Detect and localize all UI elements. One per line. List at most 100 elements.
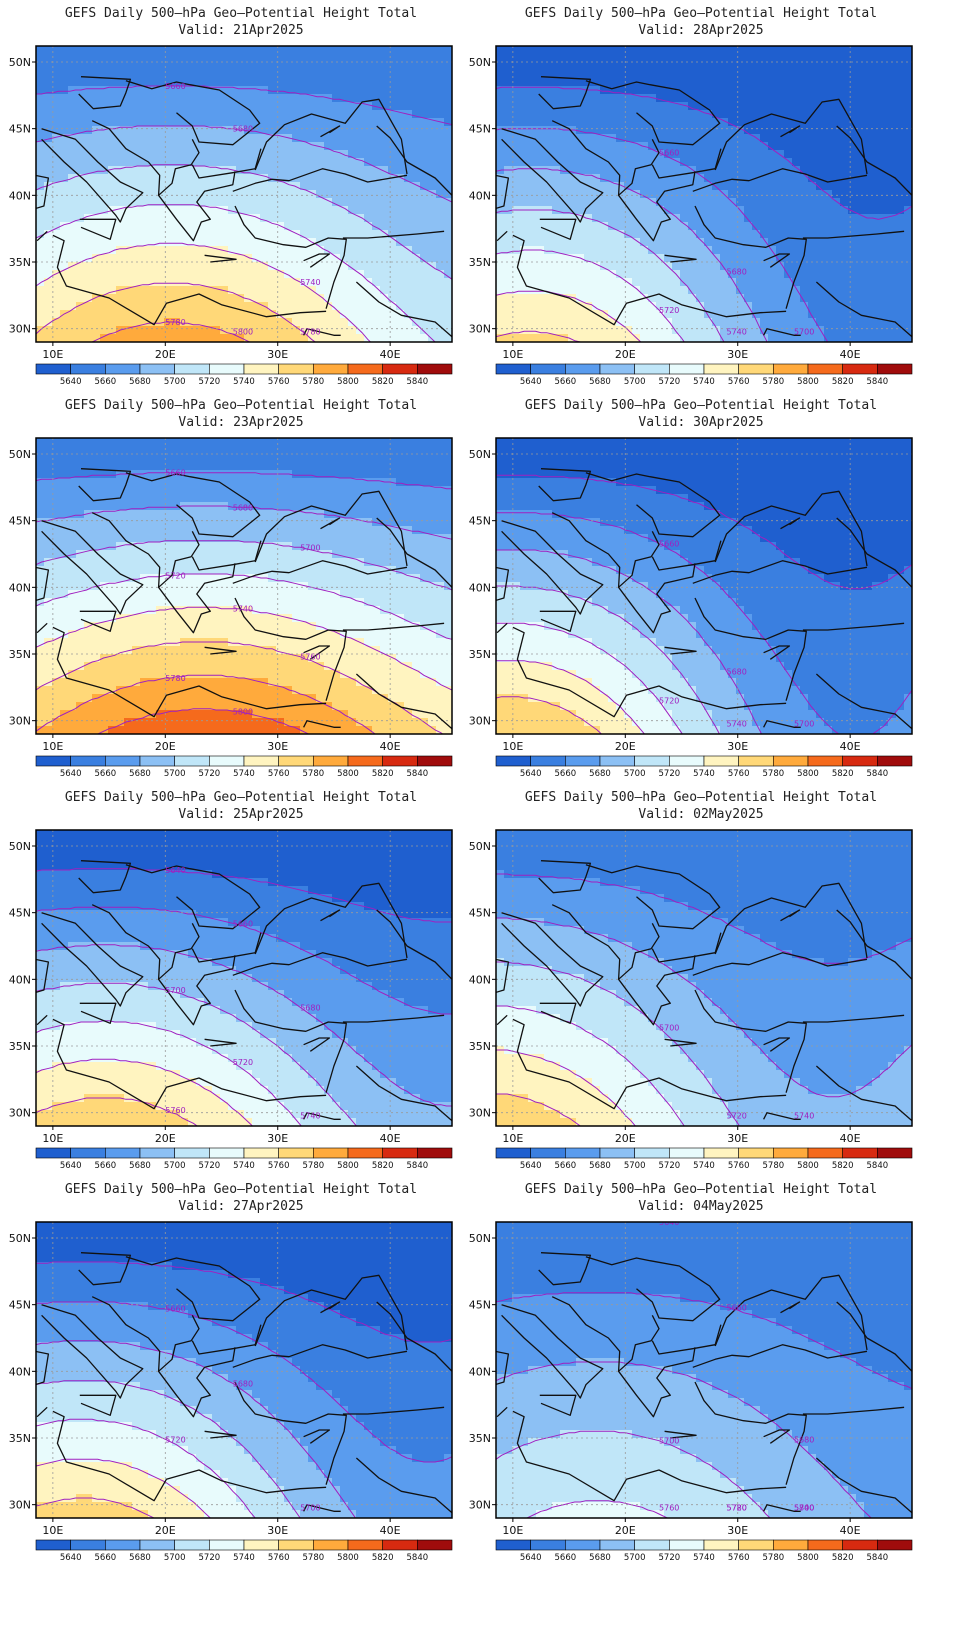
lat-tick-label: 30N: [469, 323, 491, 336]
coastline: [714, 882, 868, 959]
coastline: [36, 230, 48, 242]
contour-label: 5720: [659, 697, 679, 706]
coastline: [303, 1112, 341, 1120]
lon-tick-label: 10E: [42, 1132, 63, 1145]
contour-label: 5660: [165, 82, 185, 91]
coastline: [496, 622, 508, 634]
colorbar-label: 5700: [164, 769, 186, 779]
lon-tick-label: 40E: [380, 348, 401, 361]
coastline: [551, 120, 696, 242]
colorbar-swatch: [243, 363, 279, 375]
contour-label: 5680: [233, 125, 253, 134]
contour-label: 5660: [233, 919, 253, 928]
coastline: [41, 912, 144, 1007]
lat-tick-label: 35N: [9, 1432, 31, 1445]
contour-line: [36, 472, 452, 490]
contour-label: 5720: [165, 1435, 185, 1444]
height-field: 5660 5680 5700 5720 5740 5760 5780 5800: [36, 438, 452, 734]
lon-tick-label: 30E: [267, 740, 288, 753]
lat-tick-label: 35N: [469, 1432, 491, 1445]
colorbar-label: 5720: [199, 1161, 221, 1171]
height-field: 5640 5660 5680 5700 5720 5740 5760 5780 5800: [496, 1218, 912, 1518]
coastline: [664, 646, 697, 655]
contour-label: 5640: [659, 1218, 679, 1227]
coastline: [763, 1037, 791, 1052]
map-canvas: 5700 5720 5740 50N 45N 40N 35N 30N 10E 20E 30E 40E 5…: [469, 829, 913, 1171]
coastline: [692, 952, 868, 976]
map-frame: [495, 45, 913, 343]
colorbar-swatch: [243, 1147, 279, 1159]
coastline: [538, 1252, 592, 1286]
lat-tick-label: 35N: [469, 256, 491, 269]
contour-label: 5720: [233, 1058, 253, 1067]
coastline: [618, 923, 660, 980]
colorbar-label: 5800: [337, 1553, 359, 1563]
lon-tick-label: 40E: [840, 348, 861, 361]
contour-line: [496, 585, 721, 734]
contour-line: [36, 674, 376, 734]
colorbar-swatch: [70, 363, 106, 375]
contour-label: 5740: [794, 1503, 814, 1512]
contour-label: 5780: [300, 327, 320, 336]
coastline: [204, 1430, 237, 1439]
contour-line: [96, 708, 310, 734]
map-canvas: 5640 5660 5680 5700 5720 5740 5760 5780 5800 50N 4…: [469, 1218, 913, 1563]
colorbar-swatch: [530, 755, 566, 767]
contour-line: [36, 1458, 211, 1518]
contour-label: 5760: [659, 1503, 679, 1512]
coastline: [78, 76, 132, 110]
colorbar-label: 5660: [95, 769, 117, 779]
lon-tick-label: 10E: [502, 348, 523, 361]
colorbar-label: 5640: [60, 1161, 82, 1171]
contour-line: [496, 373, 592, 392]
contour-label: 5740: [794, 1111, 814, 1120]
contour-label: 5700: [659, 1437, 679, 1446]
coastline: [320, 1301, 341, 1314]
coastline: [36, 1406, 48, 1418]
coastline: [125, 80, 191, 90]
coastline: [355, 1457, 452, 1514]
coastline: [320, 517, 341, 530]
colorbar-label: 5760: [728, 377, 750, 387]
coastline: [303, 253, 331, 268]
lat-tick-label: 30N: [469, 1107, 491, 1120]
contour-label: 5660: [165, 1305, 185, 1314]
lon-tick-label: 30E: [267, 1524, 288, 1537]
map-frame: [35, 829, 453, 1127]
lon-tick-label: 40E: [840, 1132, 861, 1145]
contour-line: [36, 204, 436, 342]
colorbar-label: 5780: [303, 1553, 325, 1563]
contour-label: 5660: [165, 469, 185, 478]
coastline: [692, 1344, 868, 1368]
contour-label: 5740: [726, 719, 746, 728]
contour-label: 5800: [794, 1503, 814, 1512]
colorbar-label: 5720: [659, 1553, 681, 1563]
colorbar-swatch: [139, 363, 175, 375]
contour-label: 5760: [165, 1106, 185, 1115]
lon-tick-label: 10E: [502, 1132, 523, 1145]
coastline: [232, 1344, 408, 1368]
colorbar-label: 5800: [337, 769, 359, 779]
colorbar-label: 5700: [624, 377, 646, 387]
colorbar-label: 5700: [164, 377, 186, 387]
height-field: 5660 5680 5700 5720 5740: [496, 46, 912, 392]
map-canvas: 5660 5680 5740 5780 5800 5780 50N 45N 40N 35N 30N 1…: [9, 45, 453, 387]
colorbar-swatch: [669, 363, 705, 375]
colorbar-label: 5780: [303, 377, 325, 387]
coastline: [254, 882, 408, 959]
colorbar-label: 5800: [797, 769, 819, 779]
coastline: [780, 1301, 801, 1314]
colorbar-label: 5700: [164, 1161, 186, 1171]
colorbar-label: 5780: [303, 769, 325, 779]
coastline: [79, 218, 117, 240]
coastline: [303, 1504, 341, 1512]
lat-tick-label: 45N: [469, 907, 491, 920]
contour-line: [496, 209, 725, 342]
colorbar-label: 5800: [797, 1161, 819, 1171]
contour-line: [36, 540, 452, 591]
contour-line: [36, 1301, 452, 1463]
colorbar-swatch: [35, 755, 71, 767]
map-frame: [495, 829, 913, 1127]
coastline: [836, 125, 912, 196]
colorbar-label: 5840: [407, 1553, 429, 1563]
